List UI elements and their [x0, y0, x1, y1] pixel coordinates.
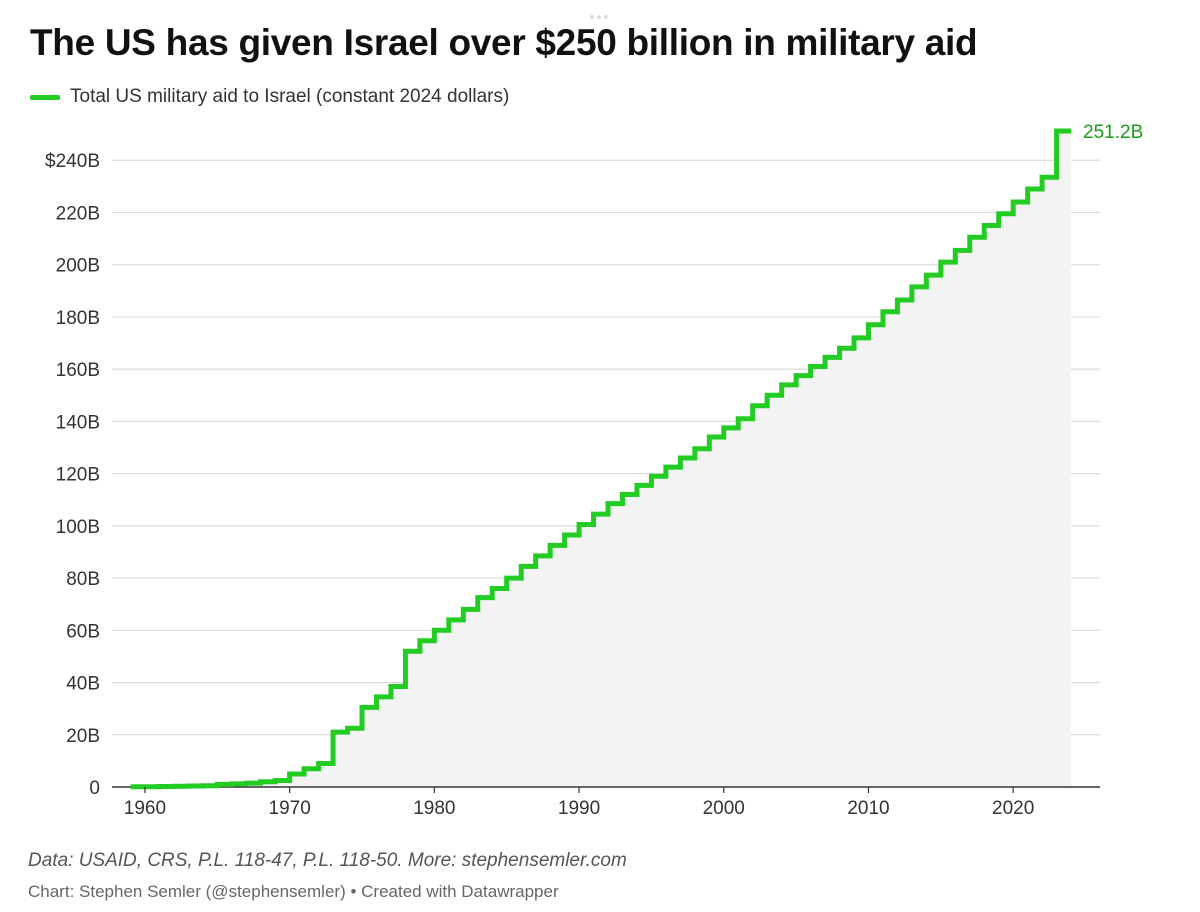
y-tick-label: 20B	[66, 726, 100, 747]
x-tick-label: 2020	[992, 798, 1034, 819]
y-tick-label: $240B	[45, 151, 100, 172]
x-tick-label: 2010	[847, 798, 889, 819]
x-tick-label: 1970	[269, 798, 311, 819]
x-tick-label: 2000	[703, 798, 745, 819]
y-tick-label: 160B	[56, 360, 100, 381]
chart-title: The US has given Israel over $250 billio…	[30, 22, 978, 63]
y-tick-label: 120B	[56, 465, 100, 486]
chart-credit: Chart: Stephen Semler (@stephensemler) •…	[28, 882, 559, 901]
series-line	[130, 128, 1072, 790]
legend: Total US military aid to Israel (constan…	[30, 86, 509, 108]
chart-notes: Data: USAID, CRS, P.L. 118-47, P.L. 118-…	[28, 850, 627, 871]
drag-grip-icon	[590, 6, 612, 19]
y-tick-label: 220B	[56, 203, 100, 224]
legend-swatch	[30, 94, 60, 100]
y-tick-label: 140B	[56, 412, 100, 433]
y-tick-label: 200B	[56, 256, 100, 277]
y-tick-label: 0	[89, 778, 100, 799]
y-tick-label: 100B	[56, 517, 100, 538]
y-tick-label: 180B	[56, 308, 100, 329]
y-tick-label: 80B	[66, 569, 100, 590]
y-tick-label: 40B	[66, 674, 100, 695]
chart-svg: 0 20B 40B 60B 80B 100B 120B 140B 160B 180B 200B 220…	[45, 122, 1143, 819]
end-value-label: 251.2B	[1083, 122, 1143, 143]
legend-label: Total US military aid to Israel (constan…	[70, 86, 510, 107]
area-fill	[130, 130, 1072, 787]
x-tick-label: 1980	[413, 798, 455, 819]
x-tick-label: 1960	[124, 798, 166, 819]
x-tick-label: 1990	[558, 798, 600, 819]
y-tick-label: 60B	[66, 621, 100, 642]
